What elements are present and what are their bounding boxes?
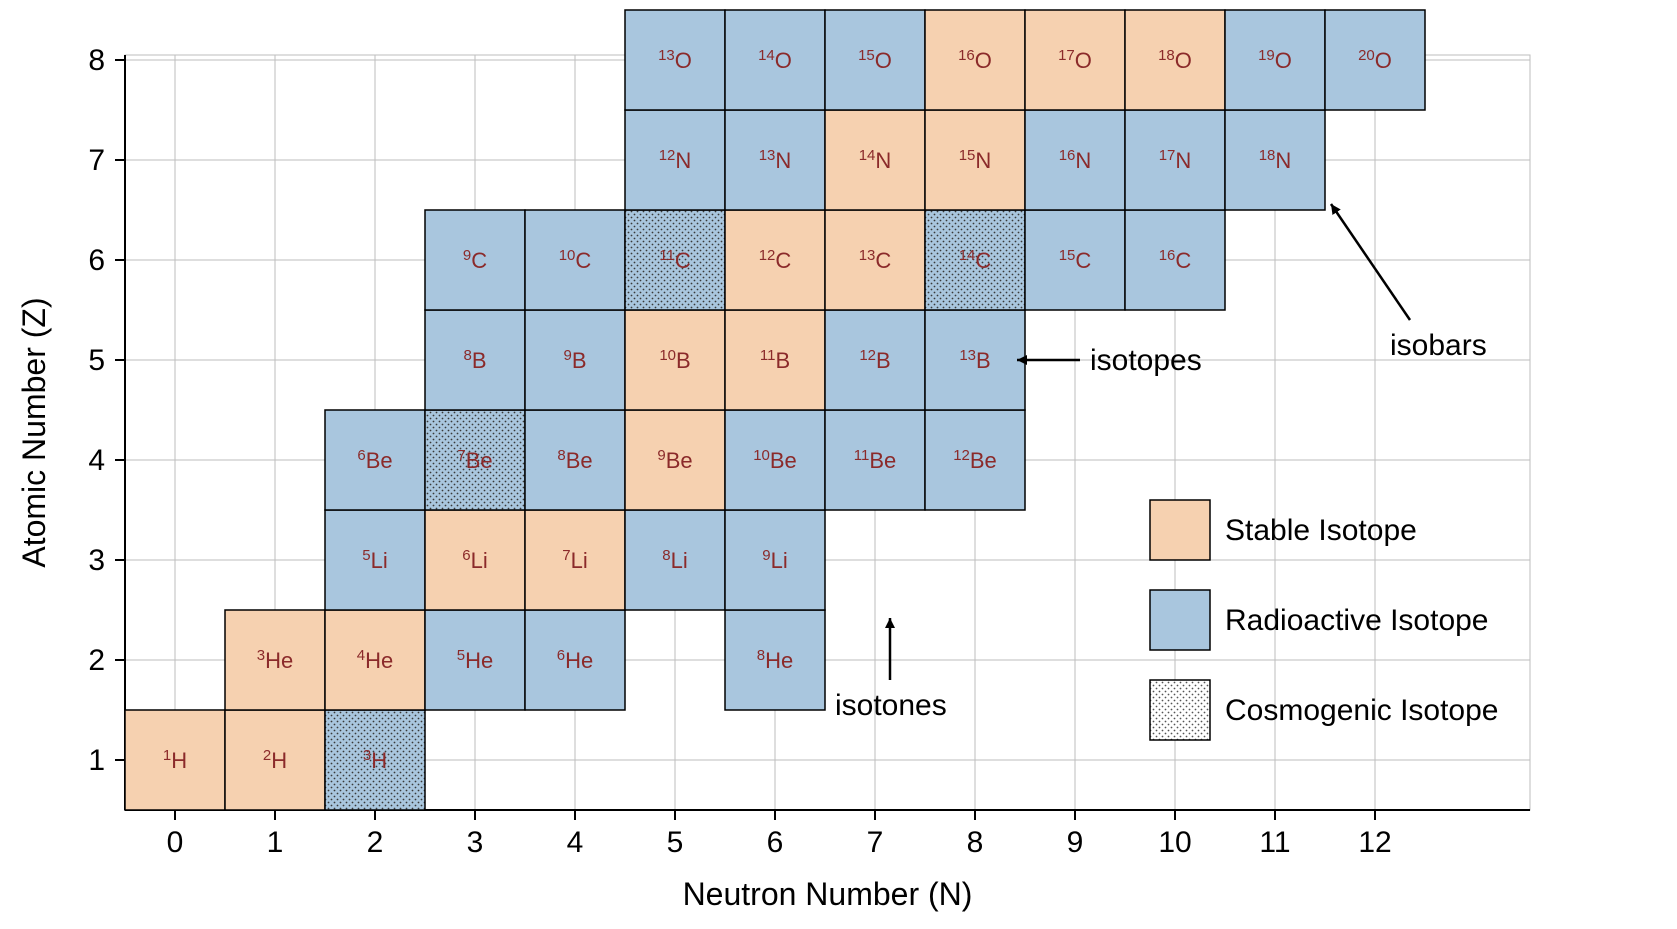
nuclide-O-20: 20O: [1325, 10, 1425, 110]
x-tick-label: 6: [767, 826, 784, 859]
nuclide-O-18: 18O: [1125, 10, 1225, 110]
x-tick-label: 2: [367, 826, 384, 859]
nuclide-Be-9: 9Be: [625, 410, 725, 510]
nuclide-N-14: 14N: [825, 110, 925, 210]
nuclide-Be-8: 8Be: [525, 410, 625, 510]
nuclide-B-13: 13B: [925, 310, 1025, 410]
nuclide-Be-10: 10Be: [725, 410, 825, 510]
nuclide-He-5: 5He: [425, 610, 525, 710]
nuclide-Be-11: 11Be: [825, 410, 925, 510]
y-tick-label: 2: [88, 644, 105, 677]
nuclide-C-13: 13C: [825, 210, 925, 310]
x-tick-label: 7: [867, 826, 884, 859]
nuclide-C-12: 12C: [725, 210, 825, 310]
nuclide-B-11: 11B: [725, 310, 825, 410]
nuclide-Be-6: 6Be: [325, 410, 425, 510]
x-tick-label: 10: [1158, 826, 1191, 859]
nuclide-O-17: 17O: [1025, 10, 1125, 110]
nuclide-O-13: 13O: [625, 10, 725, 110]
nuclide-N-13: 13N: [725, 110, 825, 210]
nuclide-chart: 012345678910111212345678Neutron Number (…: [0, 0, 1677, 929]
legend-swatch-cosmogenic: [1150, 680, 1210, 740]
nuclide-N-17: 17N: [1125, 110, 1225, 210]
nuclide-Li-8: 8Li: [625, 510, 725, 610]
nuclide-N-18: 18N: [1225, 110, 1325, 210]
legend-swatch-radioactive: [1150, 590, 1210, 650]
x-ticks: 0123456789101112: [167, 810, 1392, 859]
nuclide-O-16: 16O: [925, 10, 1025, 110]
nuclide-C-10: 10C: [525, 210, 625, 310]
nuclide-He-4: 4He: [325, 610, 425, 710]
nuclide-C-14: 14C: [925, 210, 1025, 310]
nuclide-N-12: 12N: [625, 110, 725, 210]
nuclide-N-15: 15N: [925, 110, 1025, 210]
nuclide-Be-12: 12Be: [925, 410, 1025, 510]
x-tick-label: 11: [1259, 826, 1290, 859]
nuclide-C-11: 11C: [625, 210, 725, 310]
y-ticks: 1 2 3 4 5 6 7 8: [88, 44, 125, 777]
x-tick-label: 1: [267, 826, 284, 859]
x-tick-label: 8: [967, 826, 984, 859]
nuclide-B-8: 8B: [425, 310, 525, 410]
y-tick-label: 1: [88, 744, 105, 777]
y-tick-label: 4: [88, 444, 105, 477]
nuclide-H-1: 1H: [125, 710, 225, 810]
x-tick-label: 3: [467, 826, 484, 859]
nuclide-B-12: 12B: [825, 310, 925, 410]
x-tick-label: 0: [167, 826, 184, 859]
chart-svg: 012345678910111212345678Neutron Number (…: [0, 0, 1677, 929]
annotation-isotones: isotones: [835, 689, 947, 722]
nuclide-C-15: 15C: [1025, 210, 1125, 310]
nuclide-cells: 1H2H3H3He4He5He6He 8He 5Li6Li7Li8Li9Li 6Be7…: [125, 10, 1425, 810]
nuclide-Li-6: 6Li: [425, 510, 525, 610]
nuclide-B-9: 9B: [525, 310, 625, 410]
nuclide-Li-9: 9Li: [725, 510, 825, 610]
nuclide-He-6: 6He: [525, 610, 625, 710]
x-tick-label: 9: [1067, 826, 1084, 859]
legend: Stable Isotope Radioactive Isotope Cosmoge…: [1150, 500, 1499, 740]
y-tick-label: 7: [88, 144, 105, 177]
legend-label-radioactive: Radioactive Isotope: [1225, 604, 1489, 637]
nuclide-He-8: 8He: [725, 610, 825, 710]
nuclide-O-14: 14O: [725, 10, 825, 110]
annotation-isobars: isobars: [1390, 329, 1487, 362]
nuclide-H-2: 2H: [225, 710, 325, 810]
nuclide-N-16: 16N: [1025, 110, 1125, 210]
y-tick-label: 5: [88, 344, 105, 377]
y-axis-title: Atomic Number (Z): [16, 297, 52, 567]
y-tick-label: 8: [88, 44, 105, 77]
nuclide-O-19: 19O: [1225, 10, 1325, 110]
y-tick-label: 3: [88, 544, 105, 577]
legend-label-cosmogenic: Cosmogenic Isotope: [1225, 694, 1499, 727]
x-tick-label: 5: [667, 826, 684, 859]
nuclide-Li-7: 7Li: [525, 510, 625, 610]
legend-swatch-stable: [1150, 500, 1210, 560]
nuclide-Be-7: 7Be: [425, 410, 525, 510]
legend-label-stable: Stable Isotope: [1225, 514, 1417, 547]
annotation-isotopes: isotopes: [1090, 344, 1202, 377]
nuclide-H-3: 3H: [325, 710, 425, 810]
nuclide-O-15: 15O: [825, 10, 925, 110]
nuclide-C-9: 9C: [425, 210, 525, 310]
x-tick-label: 12: [1358, 826, 1391, 859]
nuclide-C-16: 16C: [1125, 210, 1225, 310]
nuclide-He-3: 3He: [225, 610, 325, 710]
y-tick-label: 6: [88, 244, 105, 277]
x-axis-title: Neutron Number (N): [683, 876, 973, 912]
nuclide-Li-5: 5Li: [325, 510, 425, 610]
nuclide-B-10: 10B: [625, 310, 725, 410]
x-tick-label: 4: [567, 826, 584, 859]
